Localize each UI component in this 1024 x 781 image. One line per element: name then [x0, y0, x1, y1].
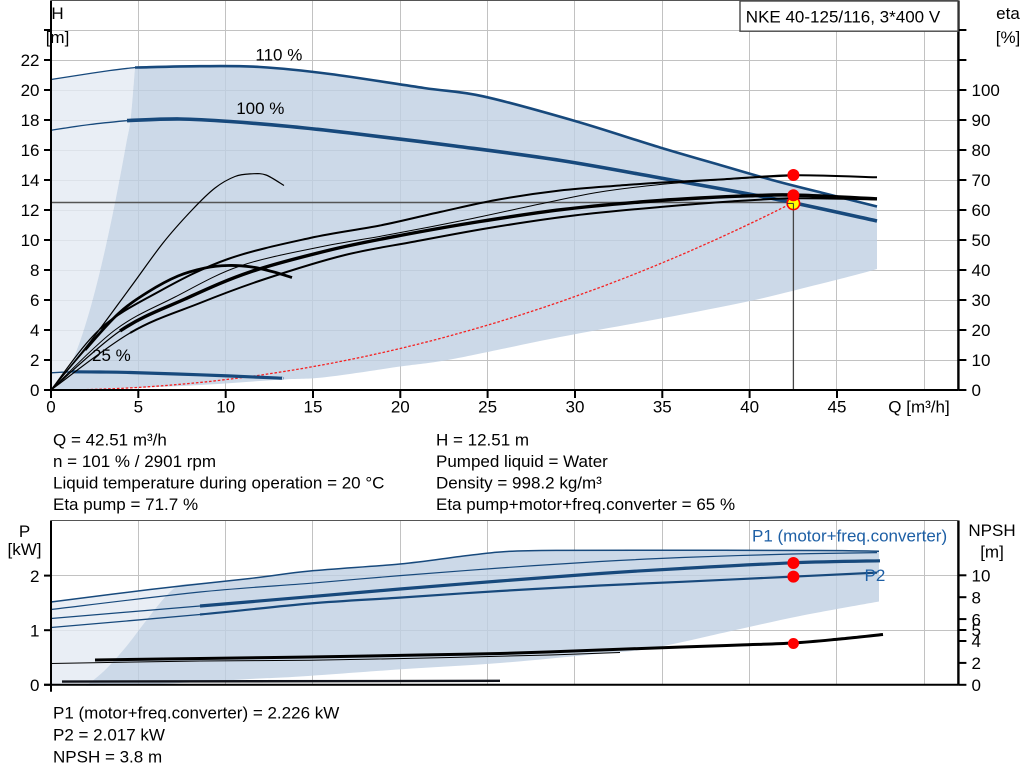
svg-text:NPSH = 3.8 m: NPSH = 3.8 m: [53, 748, 162, 767]
svg-text:2: 2: [30, 351, 39, 370]
svg-text:P2 = 2.017 kW: P2 = 2.017 kW: [53, 726, 165, 745]
svg-text:NKE 40-125/116, 3*400 V: NKE 40-125/116, 3*400 V: [746, 8, 941, 27]
svg-text:P2: P2: [865, 566, 886, 585]
svg-text:0: 0: [30, 676, 39, 695]
svg-text:[m]: [m]: [46, 28, 70, 47]
svg-text:30: 30: [566, 397, 585, 416]
svg-text:Pumped liquid = Water: Pumped liquid = Water: [436, 452, 608, 471]
svg-text:20: 20: [391, 397, 410, 416]
svg-text:80: 80: [972, 141, 991, 160]
svg-text:4: 4: [972, 632, 981, 651]
svg-text:10: 10: [972, 567, 991, 586]
svg-text:Liquid temperature during oper: Liquid temperature during operation = 20…: [53, 474, 384, 493]
svg-text:25: 25: [478, 397, 497, 416]
svg-text:10: 10: [21, 231, 40, 250]
svg-text:8: 8: [972, 588, 981, 607]
svg-text:40: 40: [740, 397, 759, 416]
svg-text:25 %: 25 %: [92, 346, 131, 365]
svg-text:1: 1: [30, 621, 39, 640]
svg-text:Density = 998.2 kg/m³: Density = 998.2 kg/m³: [436, 474, 602, 493]
svg-text:Eta pump+motor+freq.converter: Eta pump+motor+freq.converter = 65 %: [436, 495, 735, 514]
svg-text:5: 5: [134, 397, 143, 416]
svg-text:45: 45: [828, 397, 847, 416]
svg-text:[m]: [m]: [980, 543, 1004, 562]
svg-text:70: 70: [972, 171, 991, 190]
svg-text:eta: eta: [996, 4, 1020, 23]
svg-text:90: 90: [972, 111, 991, 130]
svg-text:30: 30: [972, 291, 991, 310]
svg-text:[kW]: [kW]: [8, 540, 42, 559]
svg-text:60: 60: [972, 201, 991, 220]
svg-text:0: 0: [46, 397, 55, 416]
svg-text:Eta pump = 71.7 %: Eta pump = 71.7 %: [53, 495, 198, 514]
svg-text:18: 18: [21, 111, 40, 130]
svg-text:22: 22: [21, 51, 40, 70]
svg-text:P: P: [19, 522, 30, 541]
svg-text:110 %: 110 %: [255, 46, 302, 65]
svg-text:15: 15: [304, 397, 323, 416]
svg-text:35: 35: [653, 397, 672, 416]
svg-text:8: 8: [30, 261, 39, 280]
svg-text:6: 6: [30, 291, 39, 310]
svg-text:2: 2: [30, 567, 39, 586]
svg-text:16: 16: [21, 141, 40, 160]
svg-text:0: 0: [972, 676, 981, 695]
svg-text:2: 2: [972, 654, 981, 673]
svg-text:14: 14: [21, 171, 40, 190]
svg-text:Q = 42.51 m³/h: Q = 42.51 m³/h: [53, 431, 167, 450]
svg-text:NPSH: NPSH: [968, 521, 1015, 540]
svg-text:50: 50: [972, 231, 991, 250]
svg-text:6: 6: [972, 610, 981, 629]
svg-text:20: 20: [972, 321, 991, 340]
svg-text:n = 101 % / 2901 rpm: n = 101 % / 2901 rpm: [53, 452, 216, 471]
svg-text:H: H: [51, 4, 63, 23]
svg-text:100: 100: [972, 81, 1000, 100]
svg-text:0: 0: [30, 381, 39, 400]
svg-text:5: 5: [972, 621, 981, 640]
svg-text:12: 12: [21, 201, 40, 220]
svg-text:P1 (motor+freq.converter): P1 (motor+freq.converter): [752, 527, 947, 546]
svg-text:H = 12.51 m: H = 12.51 m: [436, 431, 529, 450]
svg-text:4: 4: [30, 321, 39, 340]
svg-text:100 %: 100 %: [236, 99, 284, 118]
svg-text:10: 10: [216, 397, 235, 416]
svg-text:10: 10: [972, 351, 991, 370]
svg-text:P1 (motor+freq.converter) = 2.: P1 (motor+freq.converter) = 2.226 kW: [53, 704, 339, 723]
svg-text:20: 20: [21, 81, 40, 100]
svg-text:40: 40: [972, 261, 991, 280]
svg-text:0: 0: [972, 381, 981, 400]
svg-text:[%]: [%]: [996, 28, 1021, 47]
svg-text:Q [m³/h]: Q [m³/h]: [888, 397, 949, 416]
